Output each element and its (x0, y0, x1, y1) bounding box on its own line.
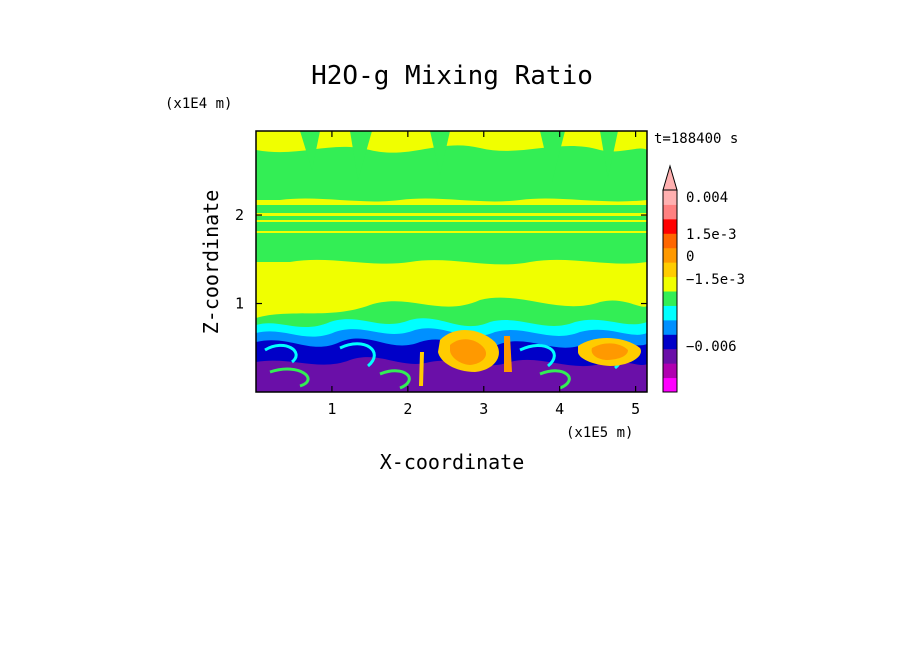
contour-swirl-cyan (264, 342, 622, 370)
contour-swirl-green (269, 367, 571, 390)
colorbar-tick-label: −0.006 (686, 339, 737, 355)
plot-frame (255, 130, 648, 393)
x-tick-label: 1 (327, 400, 336, 418)
colorbar-swatch (663, 305, 677, 321)
colorbar-tick-label: 1.5e-3 (686, 227, 737, 243)
contour-thin-yellow-band-3 (256, 231, 647, 233)
colorbar-swatch (663, 363, 677, 379)
chart-title: H2O-g Mixing Ratio (311, 61, 593, 91)
colorbar-swatch (663, 348, 677, 364)
colorbar-arrow (662, 164, 678, 191)
y-tick-label: 1 (235, 295, 244, 313)
colorbar-swatch (663, 291, 677, 306)
colorbar-swatch (663, 247, 677, 263)
contour-green-mid (256, 205, 647, 265)
contour-field (256, 131, 647, 392)
contour-orange-cell-1-core (450, 339, 487, 365)
colorbar-swatch (663, 262, 677, 278)
colorbar-ticks: 0.004 1.5e-3 0 −1.5e-3 −0.006 (686, 190, 745, 355)
colorbar-swatch (663, 319, 677, 335)
colorbar (662, 164, 678, 393)
colorbar-tick-label: 0 (686, 249, 694, 265)
colorbar-swatch (663, 204, 677, 220)
contour-orange-column (504, 336, 512, 372)
y-scale-label: (x1E4 m) (165, 96, 232, 112)
colorbar-frame (662, 189, 678, 393)
colorbar-tick-label: −1.5e-3 (686, 272, 745, 288)
time-label: t=188400 s (654, 131, 738, 147)
x-tick-label: 4 (555, 400, 564, 418)
colorbar-swatch (663, 276, 677, 292)
y-axis-ticks: 12 (235, 206, 647, 313)
contour-thin-yellow-band-2 (256, 220, 647, 222)
colorbar-swatch (663, 190, 677, 205)
contour-orange-cell-2-core (591, 343, 628, 360)
x-axis-label: X-coordinate (380, 450, 525, 474)
x-scale-label: (x1E5 m) (566, 425, 633, 441)
x-tick-label: 3 (479, 400, 488, 418)
colorbar-swatch (663, 334, 677, 350)
contour-thin-yellow-band-1 (256, 213, 647, 216)
colorbar-swatch (663, 233, 677, 249)
colorbar-tick-label: 0.004 (686, 190, 728, 206)
colorbar-swatch (663, 218, 677, 234)
x-tick-label: 5 (631, 400, 640, 418)
y-axis-label: Z-coordinate (199, 190, 223, 335)
x-axis-ticks: 1 2 3 4 5 (327, 131, 640, 418)
colorbar-swatch (663, 377, 677, 393)
y-tick-label: 2 (235, 206, 244, 224)
contour-orange-column-2 (419, 352, 424, 386)
x-tick-label: 2 (403, 400, 412, 418)
contour-green-top-streaks (300, 131, 618, 182)
